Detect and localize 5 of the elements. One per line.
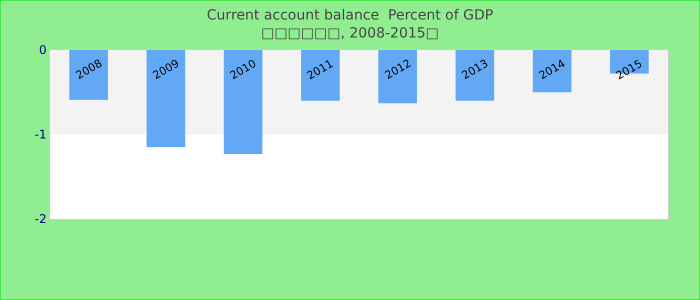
y-tick-label: -1 [34, 128, 47, 142]
y-tick-label: -2 [34, 212, 47, 226]
chart-subtitle: □□□□□□, 2008-2015□ [261, 26, 439, 42]
chart-title: Current account balance Percent of GDP [206, 8, 494, 24]
y-tick-label: 0 [38, 43, 47, 58]
